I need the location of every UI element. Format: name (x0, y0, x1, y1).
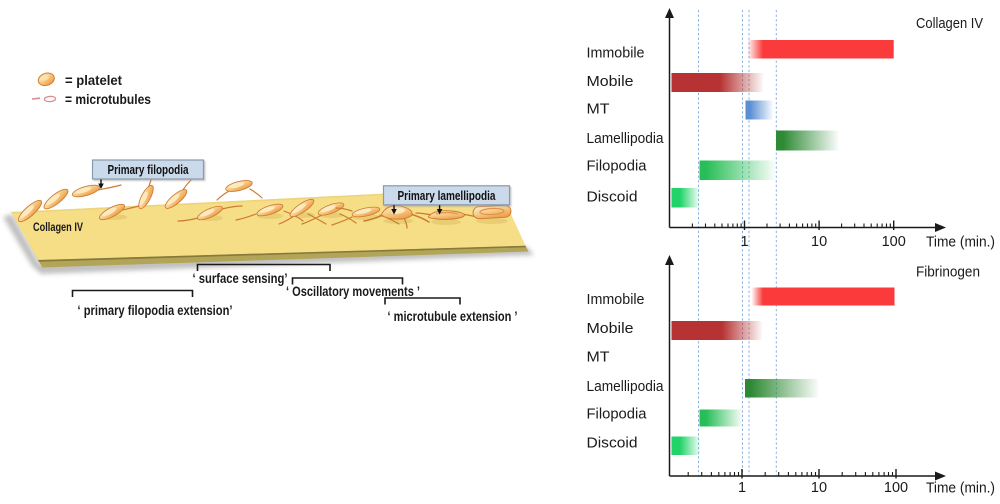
svg-text:Filopodia: Filopodia (587, 159, 648, 175)
svg-text:10: 10 (811, 480, 827, 496)
svg-text:= microtubules: = microtubules (65, 92, 151, 107)
svg-text:Lamellipodia: Lamellipodia (587, 131, 665, 147)
svg-text:‘ Oscillatory movements ’: ‘ Oscillatory movements ’ (286, 284, 420, 299)
svg-text:1: 1 (738, 480, 746, 496)
svg-text:‘ surface sensing’: ‘ surface sensing’ (193, 271, 288, 286)
svg-text:Discoid: Discoid (587, 435, 638, 451)
svg-text:Collagen IV: Collagen IV (33, 220, 83, 234)
svg-text:Mobile: Mobile (587, 321, 634, 337)
svg-text:Mobile: Mobile (587, 74, 634, 90)
svg-text:Immobile: Immobile (587, 46, 645, 62)
svg-text:Primary lamellipodia: Primary lamellipodia (398, 188, 497, 203)
svg-text:MT: MT (587, 350, 610, 366)
svg-text:Filopodia: Filopodia (587, 407, 648, 423)
svg-text:Time (min.): Time (min.) (926, 235, 995, 251)
svg-text:Lamellipodia: Lamellipodia (587, 379, 665, 395)
svg-text:1: 1 (740, 234, 748, 250)
svg-text:100: 100 (882, 234, 906, 250)
svg-text:Time (min.): Time (min.) (926, 481, 995, 497)
svg-text:= platelet: = platelet (65, 73, 122, 88)
svg-text:Primary filopodia: Primary filopodia (108, 162, 190, 177)
svg-text:Fibrinogen: Fibrinogen (916, 264, 980, 281)
svg-text:‘ primary filopodia extension’: ‘ primary filopodia extension’ (78, 303, 233, 318)
svg-text:MT: MT (587, 102, 610, 118)
svg-text:‘ microtubule extension ’: ‘ microtubule extension ’ (388, 309, 518, 324)
svg-text:10: 10 (811, 234, 827, 250)
svg-text:Immobile: Immobile (587, 292, 645, 308)
svg-text:100: 100 (884, 480, 908, 496)
svg-text:Collagen IV: Collagen IV (916, 15, 983, 32)
svg-text:Discoid: Discoid (587, 190, 638, 206)
